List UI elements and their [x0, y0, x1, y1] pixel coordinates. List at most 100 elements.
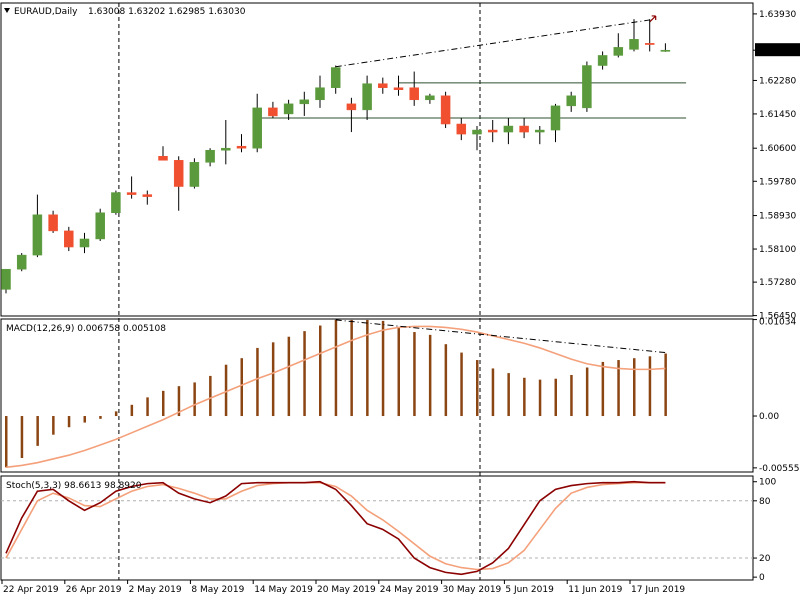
candle-body	[362, 83, 372, 111]
time-tick-label: 20 May 2019	[317, 585, 376, 595]
candle-body	[487, 129, 498, 133]
stoch-tick-label: 80	[759, 497, 771, 507]
current-price-label: 1.63030	[759, 46, 796, 56]
candle-body	[456, 123, 467, 135]
macd-bar	[67, 416, 71, 428]
candle-body	[629, 39, 639, 50]
price-axis: 1.63930 1.63030 1.62280 1.61450 1.60600 1.597…	[753, 10, 800, 322]
menu-triangle-icon[interactable]	[4, 8, 10, 13]
macd-tick-label: 0.00	[759, 412, 779, 422]
macd-bar	[413, 332, 416, 417]
candle-body	[79, 238, 90, 248]
macd-bar	[350, 319, 353, 417]
candle-body	[236, 145, 247, 149]
macd-signal-line	[5, 319, 666, 469]
macd-bar	[130, 404, 134, 417]
macd-bar	[303, 331, 306, 417]
macd-bar	[664, 353, 667, 417]
macd-bar	[648, 356, 652, 417]
time-tick-label: 30 May 2019	[443, 585, 502, 595]
candle-body	[613, 47, 624, 56]
current-price-tag	[755, 43, 800, 57]
candle-body	[315, 87, 325, 101]
stoch-pane[interactable]: 100 80 20 0 Stoch(5,3,3) 98.6613 98.8920	[1, 478, 776, 583]
time-tick-label: 24 May 2019	[380, 585, 439, 595]
time-tick-label: 14 May 2019	[254, 585, 313, 595]
candle-body	[393, 87, 404, 90]
macd-bar	[20, 416, 24, 459]
macd-divergence-line	[335, 319, 666, 354]
chart-vertical-lines	[118, 3, 481, 580]
time-tick-label: 22 Apr 2019	[3, 585, 59, 595]
macd-bar	[99, 416, 102, 419]
macd-bar	[271, 342, 275, 417]
macd-bar	[287, 336, 291, 417]
macd-bar	[5, 416, 8, 468]
candle-body	[472, 129, 482, 135]
macd-bar	[334, 319, 338, 417]
price-tick-label: 1.61450	[759, 110, 796, 120]
candle-body	[173, 160, 184, 187]
macd-bar	[36, 416, 39, 446]
macd-bar	[585, 367, 589, 417]
stoch-main-line	[5, 480, 666, 576]
candle-body	[425, 95, 435, 101]
macd-bar	[570, 374, 573, 417]
macd-bar	[538, 379, 542, 417]
macd-bar	[366, 319, 369, 417]
candle-body	[503, 125, 514, 133]
time-tick-label: 5 Jun 2019	[505, 585, 554, 595]
macd-bar	[444, 344, 448, 417]
time-tick-label: 11 Jun 2019	[568, 585, 622, 595]
stoch-levels	[1, 500, 753, 559]
macd-bar	[162, 390, 165, 417]
macd-bar	[114, 411, 118, 417]
price-tick-label: 1.63930	[759, 10, 796, 20]
macd-bar	[633, 358, 636, 417]
time-tick-label: 17 Jun 2019	[631, 585, 685, 595]
macd-bar	[193, 382, 196, 417]
candle-body	[409, 87, 419, 101]
macd-tick-label: -0.005557	[759, 464, 800, 474]
macd-bar	[319, 325, 322, 417]
macd-bar	[52, 416, 55, 435]
pane-frame	[0, 2, 754, 317]
arrow-icon	[649, 15, 657, 23]
stoch-tick-label: 20	[759, 554, 771, 564]
candle-body	[221, 147, 231, 151]
trendline	[335, 19, 650, 68]
macd-bar	[460, 352, 463, 417]
price-pane[interactable]: 1.63930 1.63030 1.62280 1.61450 1.60600 1.597…	[1, 7, 800, 322]
candle-body	[519, 125, 529, 133]
candle-body	[330, 67, 341, 88]
candle-body	[16, 254, 27, 270]
candle-body	[158, 156, 168, 161]
stoch-tick-label: 0	[759, 573, 765, 583]
candle-body	[597, 55, 608, 66]
macd-pane[interactable]: 0.01034 0.00 -0.005557 MACD(12,26,9) 0.006…	[5, 318, 800, 474]
macd-bar	[617, 360, 620, 417]
stoch-tick-label: 100	[759, 478, 776, 488]
macd-bar	[397, 327, 400, 417]
macd-bar	[83, 416, 86, 423]
candle-body	[95, 212, 105, 240]
candle-body	[1, 268, 11, 290]
macd-histogram	[5, 319, 667, 468]
candle-body	[48, 214, 58, 232]
stoch-axis: 100 80 20 0	[753, 478, 776, 583]
macd-bar	[601, 361, 605, 417]
candle-body	[252, 107, 262, 149]
ohlc-label: 1.63008 1.63202 1.62985 1.63030	[88, 7, 246, 17]
macd-bar	[177, 386, 181, 417]
macd-bar	[240, 358, 243, 417]
price-tick-label: 1.57280	[759, 278, 796, 288]
macd-bar	[428, 334, 432, 417]
macd-tick-label: 0.01034	[759, 318, 796, 328]
candles	[1, 19, 671, 294]
price-tick-label: 1.60600	[759, 144, 796, 154]
price-tick-label: 1.58930	[759, 212, 796, 222]
candle-body	[660, 49, 671, 52]
macd-signal-line	[5, 325, 666, 469]
macd-bar	[209, 375, 212, 417]
